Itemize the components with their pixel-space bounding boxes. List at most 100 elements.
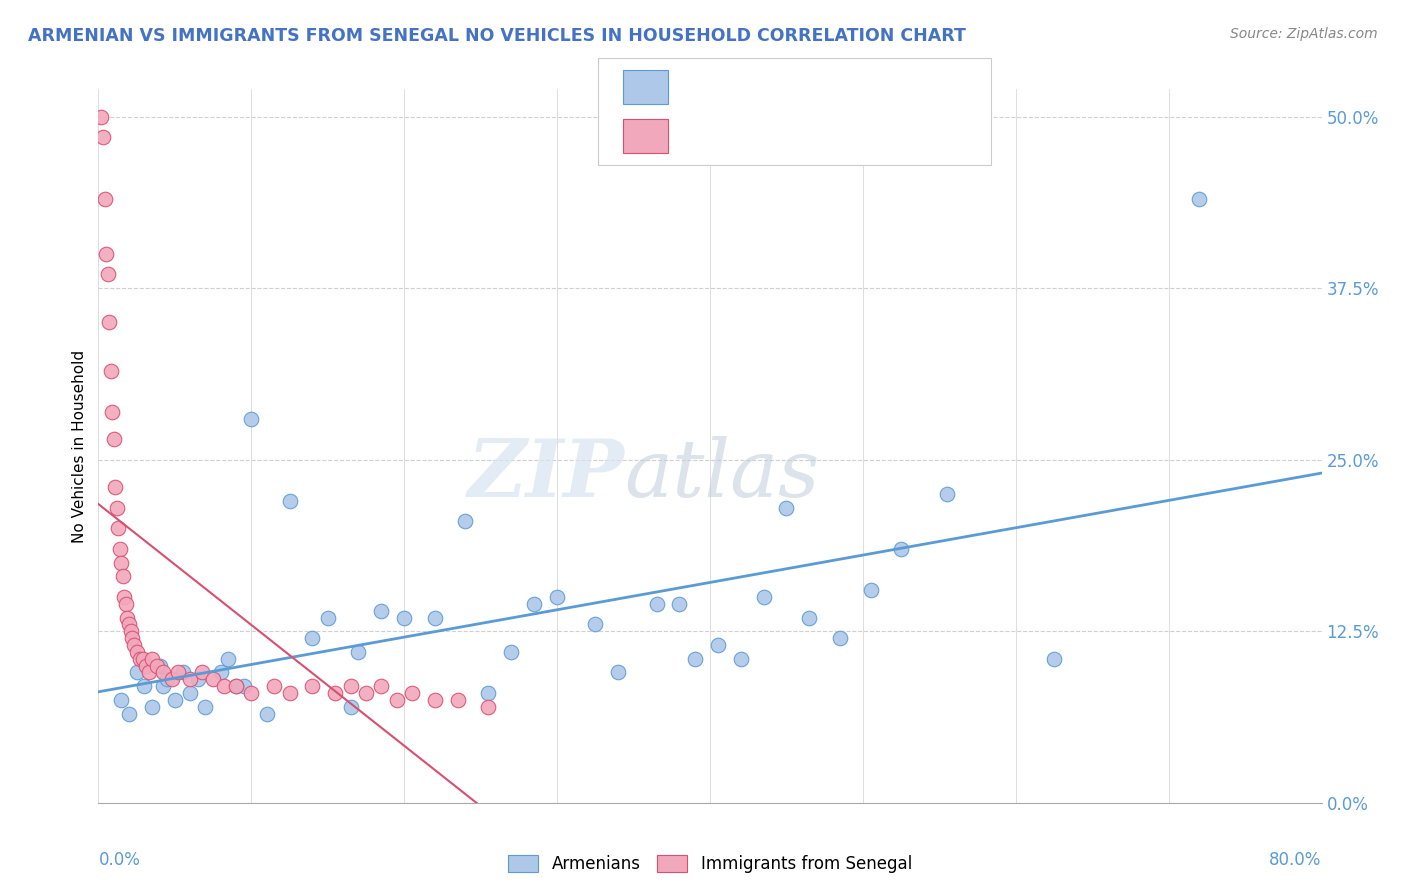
Point bbox=[121, 631, 143, 645]
Point bbox=[217, 651, 239, 665]
Point bbox=[256, 706, 278, 721]
Point bbox=[125, 645, 148, 659]
Point bbox=[730, 651, 752, 665]
Point bbox=[225, 679, 247, 693]
Point bbox=[325, 686, 347, 700]
Point bbox=[111, 569, 134, 583]
Point bbox=[117, 610, 139, 624]
Point bbox=[752, 590, 775, 604]
Point bbox=[179, 686, 201, 700]
Text: 0.0%: 0.0% bbox=[98, 851, 141, 869]
Point bbox=[94, 247, 117, 261]
Point bbox=[401, 686, 423, 700]
Point bbox=[107, 521, 129, 535]
Text: ZIP: ZIP bbox=[468, 436, 624, 513]
Text: Source: ZipAtlas.com: Source: ZipAtlas.com bbox=[1230, 27, 1378, 41]
Point bbox=[152, 665, 174, 680]
Point bbox=[890, 541, 912, 556]
Point bbox=[706, 638, 728, 652]
Point bbox=[103, 432, 125, 446]
Point bbox=[101, 405, 124, 419]
Point bbox=[263, 679, 285, 693]
Point bbox=[191, 665, 214, 680]
Point bbox=[160, 673, 183, 687]
Point bbox=[645, 597, 668, 611]
Point bbox=[392, 610, 416, 624]
Point bbox=[523, 597, 546, 611]
Point bbox=[100, 363, 122, 377]
Point bbox=[135, 658, 157, 673]
Text: ARMENIAN VS IMMIGRANTS FROM SENEGAL NO VEHICLES IN HOUSEHOLD CORRELATION CHART: ARMENIAN VS IMMIGRANTS FROM SENEGAL NO V… bbox=[28, 27, 966, 45]
Point bbox=[859, 583, 882, 598]
Point bbox=[339, 679, 361, 693]
Point bbox=[477, 686, 499, 700]
Point bbox=[194, 699, 217, 714]
Point bbox=[225, 679, 247, 693]
Point bbox=[172, 665, 194, 680]
Point bbox=[108, 541, 131, 556]
Point bbox=[1043, 651, 1066, 665]
Point bbox=[347, 645, 370, 659]
Point bbox=[240, 686, 263, 700]
Y-axis label: No Vehicles in Household: No Vehicles in Household bbox=[72, 350, 87, 542]
Point bbox=[110, 693, 132, 707]
Point bbox=[583, 617, 606, 632]
Point bbox=[354, 686, 377, 700]
Point bbox=[301, 631, 323, 645]
Point bbox=[385, 693, 408, 707]
Point bbox=[799, 610, 821, 624]
Point bbox=[141, 651, 163, 665]
Point bbox=[454, 515, 477, 529]
Point bbox=[152, 679, 174, 693]
Point bbox=[775, 500, 797, 515]
Point bbox=[98, 316, 121, 330]
Point bbox=[90, 110, 112, 124]
Point bbox=[370, 679, 392, 693]
Point bbox=[163, 693, 186, 707]
Point bbox=[202, 673, 225, 687]
Text: atlas: atlas bbox=[624, 436, 820, 513]
Point bbox=[828, 631, 851, 645]
Point bbox=[149, 658, 172, 673]
Point bbox=[91, 130, 114, 145]
Text: 80.0%: 80.0% bbox=[1270, 851, 1322, 869]
Point bbox=[477, 699, 499, 714]
Point bbox=[97, 268, 120, 282]
Text: R = -0.305   N = 50: R = -0.305 N = 50 bbox=[682, 128, 839, 143]
Point bbox=[120, 624, 142, 639]
Point bbox=[128, 651, 150, 665]
Point bbox=[240, 411, 263, 425]
Point bbox=[316, 610, 339, 624]
Point bbox=[683, 651, 706, 665]
Point bbox=[1188, 192, 1211, 206]
Point bbox=[132, 651, 155, 665]
Point bbox=[134, 679, 156, 693]
Point bbox=[370, 604, 392, 618]
Point bbox=[187, 673, 209, 687]
Text: R =  0.558   N = 48: R = 0.558 N = 48 bbox=[682, 78, 839, 92]
Point bbox=[278, 686, 301, 700]
Point bbox=[936, 487, 959, 501]
Point bbox=[339, 699, 361, 714]
Point bbox=[118, 706, 141, 721]
Point bbox=[122, 638, 145, 652]
Point bbox=[447, 693, 470, 707]
Point bbox=[209, 665, 232, 680]
Point bbox=[138, 665, 160, 680]
Point bbox=[179, 673, 201, 687]
Point bbox=[105, 500, 128, 515]
Point bbox=[278, 494, 301, 508]
Point bbox=[423, 610, 446, 624]
Point bbox=[145, 658, 167, 673]
Point bbox=[156, 673, 179, 687]
Point bbox=[112, 590, 135, 604]
Legend: Armenians, Immigrants from Senegal: Armenians, Immigrants from Senegal bbox=[502, 848, 918, 880]
Point bbox=[501, 645, 523, 659]
Point bbox=[301, 679, 323, 693]
Point bbox=[110, 556, 132, 570]
Point bbox=[93, 192, 115, 206]
Point bbox=[125, 665, 148, 680]
Point bbox=[141, 699, 163, 714]
Point bbox=[232, 679, 254, 693]
Point bbox=[423, 693, 446, 707]
